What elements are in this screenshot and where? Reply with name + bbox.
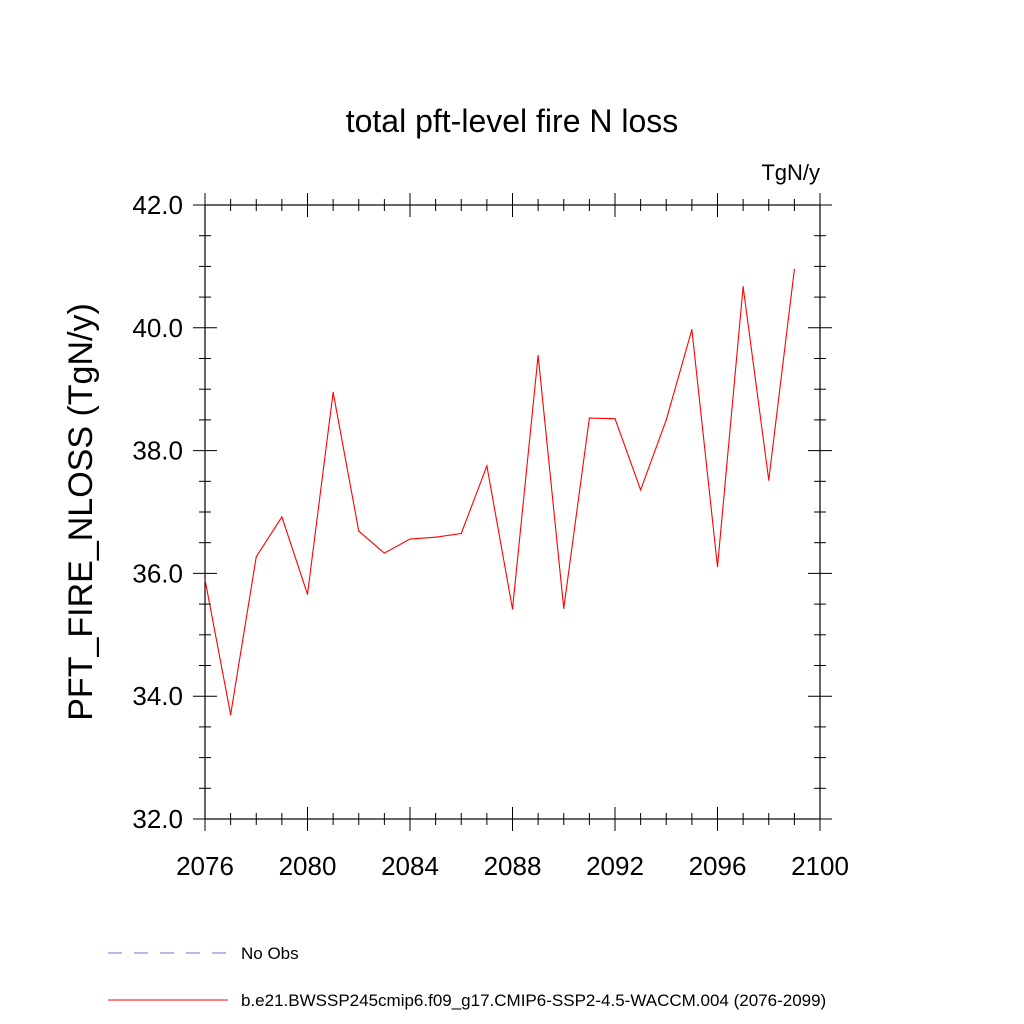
y-tick-label: 40.0 [132,313,183,343]
data-point [563,607,565,609]
y-axis-label: PFT_FIRE_NLOSS (TgN/y) [62,303,100,721]
data-point [716,566,719,568]
chart-title: total pft-level fire N loss [346,103,679,139]
y-tick-label: 36.0 [132,558,183,588]
data-point [460,532,462,535]
data-point [511,608,514,610]
data-point [383,552,385,554]
data-point [486,465,488,467]
x-tick-label: 2080 [279,851,337,881]
data-point [793,268,795,271]
data-point [281,516,283,518]
data-point [742,286,744,288]
data-point [588,417,590,419]
y-tick-label: 42.0 [132,190,183,220]
legend-label-no-obs: No Obs [241,944,299,963]
y-axis-tick-labels: 32.0 34.0 36.0 38.0 40.0 42.0 [132,190,183,834]
data-point [306,593,309,595]
data-point [640,489,642,491]
legend: No Obs b.e21.BWSSP245cmip6.f09_g17.CMIP6… [108,944,826,1010]
units-label: TgN/y [761,160,820,185]
x-tick-label: 2092 [586,851,644,881]
data-point [230,714,232,716]
data-point [358,530,360,532]
data-point [204,578,206,581]
series-line [204,269,795,715]
data-point [409,538,411,540]
data-point [665,419,667,421]
data-point [537,354,539,357]
plot-frame [204,204,821,820]
x-tick-label: 2100 [791,851,849,881]
x-tick-label: 2076 [176,851,234,881]
data-point [768,479,770,481]
y-tick-label: 34.0 [132,681,183,711]
legend-label-model: b.e21.BWSSP245cmip6.f09_g17.CMIP6-SSP2-4… [241,991,826,1010]
x-tick-label: 2096 [689,851,747,881]
series-layer [204,268,795,716]
data-point [332,391,334,393]
x-axis-ticks [204,193,821,831]
data-point [255,556,257,558]
y-tick-label: 38.0 [132,436,183,466]
x-tick-label: 2088 [484,851,542,881]
y-axis-ticks [193,204,832,820]
y-tick-label: 32.0 [132,804,183,834]
data-point [614,418,616,420]
x-tick-label: 2084 [381,851,439,881]
x-axis-tick-labels: 2076 2080 2084 2088 2092 2096 2100 [176,851,849,881]
data-point [691,329,693,331]
data-point [435,536,437,538]
